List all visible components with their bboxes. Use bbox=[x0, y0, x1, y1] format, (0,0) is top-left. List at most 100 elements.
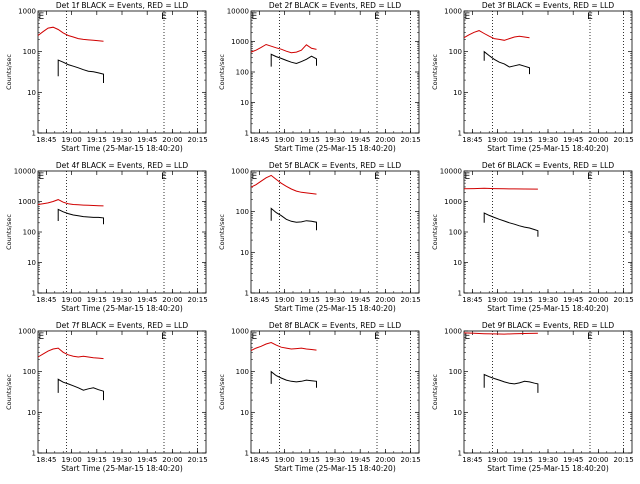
lld-series-line bbox=[37, 347, 104, 360]
panel-chart: Det 2f BLACK = Events, RED = LLD 1 10 100 10… bbox=[218, 1, 421, 153]
y-axis-label: Counts/sec bbox=[218, 374, 226, 410]
y-tick-label: 100 bbox=[236, 208, 249, 216]
detector-panel: Det 5f BLACK = Events, RED = LLD 1 10 100 10… bbox=[213, 160, 426, 320]
y-tick-label: 10 bbox=[27, 409, 36, 417]
y-tick-label: 1000 bbox=[444, 328, 462, 336]
x-tick-label: 19:45 bbox=[563, 136, 583, 144]
x-tick-label: 20:15 bbox=[401, 456, 421, 464]
y-axis-label: Counts/sec bbox=[5, 214, 13, 250]
x-tick-label: 20:00 bbox=[375, 296, 395, 304]
x-tick-label: 19:45 bbox=[563, 456, 583, 464]
y-tick-label: 1000 bbox=[18, 198, 36, 206]
x-tick-label: 20:15 bbox=[188, 296, 208, 304]
x-tick-label: 18:45 bbox=[249, 456, 269, 464]
y-tick-label: 10000 bbox=[227, 8, 249, 16]
x-tick-label: 19:45 bbox=[137, 136, 157, 144]
x-axis-label: Start Time (25-Mar-15 18:40:20) bbox=[487, 304, 609, 313]
chart-title: Det 5f BLACK = Events, RED = LLD bbox=[269, 161, 402, 170]
plot-frame bbox=[463, 330, 633, 454]
events-series-line bbox=[270, 207, 317, 231]
chart-title: Det 7f BLACK = Events, RED = LLD bbox=[56, 321, 189, 330]
chart-title: Det 6f BLACK = Events, RED = LLD bbox=[482, 161, 615, 170]
panel-chart: Det 8f BLACK = Events, RED = LLD 1 10 100 10… bbox=[218, 321, 421, 473]
y-tick-label: 100 bbox=[449, 48, 462, 56]
y-tick-label: 1 bbox=[245, 290, 249, 298]
x-tick-label: 19:00 bbox=[62, 296, 82, 304]
event-marker-label: E bbox=[374, 332, 380, 342]
x-tick-label: 20:00 bbox=[588, 136, 608, 144]
x-tick-label: 20:00 bbox=[588, 296, 608, 304]
y-tick-label: 1000 bbox=[231, 328, 249, 336]
plot-frame bbox=[37, 10, 207, 134]
x-tick-label: 20:15 bbox=[188, 456, 208, 464]
x-tick-label: 18:45 bbox=[462, 136, 482, 144]
x-tick-label: 18:45 bbox=[36, 136, 56, 144]
x-tick-label: 20:15 bbox=[614, 456, 634, 464]
events-series-line bbox=[483, 50, 530, 75]
x-tick-label: 19:15 bbox=[87, 296, 107, 304]
event-marker-label: E bbox=[161, 12, 167, 22]
lld-series-line bbox=[250, 174, 317, 195]
x-tick-label: 19:30 bbox=[325, 136, 345, 144]
chart-title: Det 4f BLACK = Events, RED = LLD bbox=[56, 161, 189, 170]
y-tick-label: 1 bbox=[245, 450, 249, 458]
x-tick-label: 20:15 bbox=[614, 136, 634, 144]
y-tick-label: 10000 bbox=[440, 168, 462, 176]
y-tick-label: 1 bbox=[32, 450, 36, 458]
x-tick-label: 19:30 bbox=[112, 296, 132, 304]
x-tick-label: 19:30 bbox=[538, 456, 558, 464]
y-tick-label: 100 bbox=[23, 368, 36, 376]
x-tick-label: 19:30 bbox=[325, 296, 345, 304]
event-marker-label: E bbox=[252, 12, 258, 22]
x-axis-label: Start Time (25-Mar-15 18:40:20) bbox=[61, 464, 183, 473]
x-axis-label: Start Time (25-Mar-15 18:40:20) bbox=[61, 304, 183, 313]
y-tick-label: 1000 bbox=[444, 8, 462, 16]
y-tick-label: 1 bbox=[245, 130, 249, 138]
chart-title: Det 9f BLACK = Events, RED = LLD bbox=[482, 321, 615, 330]
x-tick-label: 20:00 bbox=[588, 456, 608, 464]
plot-frame bbox=[37, 330, 207, 454]
detector-panel: Det 7f BLACK = Events, RED = LLD 1 10 100 10… bbox=[0, 320, 213, 480]
event-marker-label: E bbox=[252, 172, 258, 182]
event-marker-label: E bbox=[465, 172, 471, 182]
y-axis-label: Counts/sec bbox=[431, 54, 439, 90]
lld-series-line bbox=[463, 187, 538, 190]
detector-panel: Det 2f BLACK = Events, RED = LLD 1 10 100 10… bbox=[213, 0, 426, 160]
x-tick-label: 20:15 bbox=[614, 296, 634, 304]
x-tick-label: 20:15 bbox=[188, 136, 208, 144]
event-marker-label: E bbox=[374, 172, 380, 182]
event-marker-label: E bbox=[161, 172, 167, 182]
event-marker-label: E bbox=[39, 172, 45, 182]
x-tick-label: 19:15 bbox=[513, 136, 533, 144]
lld-series-line bbox=[463, 332, 538, 335]
lld-series-line bbox=[463, 30, 530, 41]
y-axis-label: Counts/sec bbox=[431, 374, 439, 410]
x-axis-label: Start Time (25-Mar-15 18:40:20) bbox=[274, 304, 396, 313]
lld-series-line bbox=[250, 341, 317, 352]
y-tick-label: 1000 bbox=[18, 8, 36, 16]
x-tick-label: 19:00 bbox=[488, 136, 508, 144]
event-marker-label: E bbox=[39, 12, 45, 22]
event-marker-label: E bbox=[465, 12, 471, 22]
y-tick-label: 10 bbox=[27, 259, 36, 267]
x-tick-label: 18:45 bbox=[249, 296, 269, 304]
x-tick-label: 19:15 bbox=[513, 456, 533, 464]
events-series-line bbox=[483, 212, 539, 237]
event-marker-label: E bbox=[39, 332, 45, 342]
x-tick-label: 20:00 bbox=[162, 296, 182, 304]
events-series-line bbox=[57, 208, 104, 225]
events-series-line bbox=[483, 373, 539, 393]
lld-series-line bbox=[250, 43, 317, 54]
x-tick-label: 20:15 bbox=[401, 136, 421, 144]
x-tick-label: 19:45 bbox=[137, 456, 157, 464]
plot-frame bbox=[463, 10, 633, 134]
event-marker-label: E bbox=[587, 172, 593, 182]
x-tick-label: 19:15 bbox=[513, 296, 533, 304]
plot-frame bbox=[250, 10, 420, 134]
y-tick-label: 100 bbox=[449, 368, 462, 376]
y-tick-label: 100 bbox=[236, 368, 249, 376]
x-axis-label: Start Time (25-Mar-15 18:40:20) bbox=[274, 144, 396, 153]
event-marker-label: E bbox=[587, 12, 593, 22]
x-axis-label: Start Time (25-Mar-15 18:40:20) bbox=[487, 144, 609, 153]
y-tick-label: 10 bbox=[27, 89, 36, 97]
